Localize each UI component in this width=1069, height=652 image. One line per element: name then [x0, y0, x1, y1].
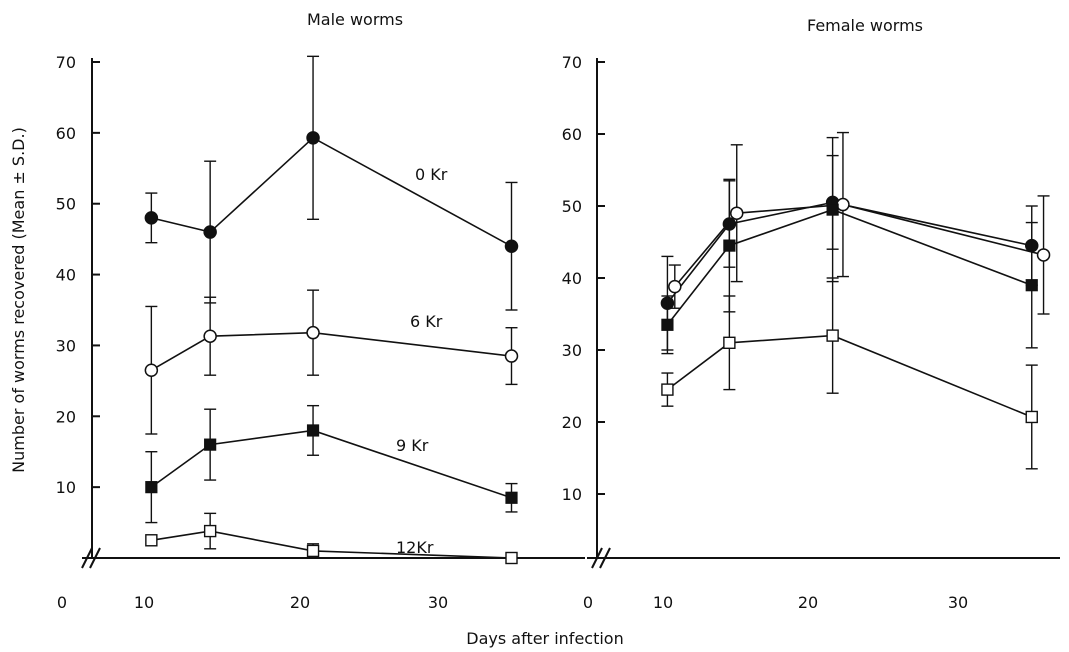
series-label: 12Kr: [396, 538, 434, 557]
series-label: 9 Kr: [396, 436, 429, 455]
series-line: [666, 208, 1033, 326]
data-point: [668, 279, 682, 294]
x-tick-label: 20: [290, 593, 310, 612]
y-tick-label: 10: [56, 478, 76, 497]
x-tick-label: 20: [798, 593, 818, 612]
data-point: [723, 336, 736, 349]
panel-title-male: Male worms: [307, 10, 403, 29]
y-tick-label: 70: [56, 53, 76, 72]
axis-break-mark: [599, 547, 611, 569]
y-tick-label: 30: [562, 341, 582, 360]
data-point: [203, 524, 217, 538]
data-point: [145, 534, 158, 547]
series-line: [151, 136, 512, 247]
data-point: [144, 363, 159, 377]
series-2: [661, 136, 1038, 355]
series-2: 9 Kr: [145, 404, 518, 524]
panel-title-female: Female worms: [807, 16, 923, 35]
series-1: [668, 131, 1051, 315]
series-0: [660, 154, 1039, 351]
y-tick-label: 30: [56, 336, 76, 355]
series-line: [666, 334, 1033, 418]
x-tick-label: 10: [653, 593, 673, 612]
x-tick-label: 30: [948, 593, 968, 612]
data-point: [203, 329, 217, 343]
data-point: [306, 424, 320, 437]
axis-break-mark: [591, 547, 603, 569]
data-point: [1025, 279, 1038, 292]
y-tick-label: 70: [562, 53, 582, 72]
y-tick-label: 20: [562, 413, 582, 432]
panel-male: 10 20 30 40 50 60 70 0 10 20 30 0 Kr 6 Kr 9 Kr 12Kr: [56, 53, 585, 612]
axis-break-mark: [81, 547, 93, 569]
y-tick-label: 60: [56, 124, 76, 143]
x-tick-label: 0: [583, 593, 593, 612]
series-3: [661, 277, 1038, 470]
y-tick-label: 20: [56, 407, 76, 426]
data-point: [723, 239, 736, 252]
data-point: [306, 544, 320, 558]
series-label: 0 Kr: [415, 165, 448, 184]
series-line: [666, 201, 1032, 304]
y-axis-label: Number of worms recovered (Mean ± S.D.): [9, 127, 28, 473]
data-point: [504, 239, 519, 253]
data-point: [505, 491, 518, 504]
data-point: [661, 318, 674, 331]
data-point: [730, 206, 744, 220]
y-tick-label: 10: [562, 485, 582, 504]
data-point: [826, 203, 839, 216]
x-tick-label: 0: [57, 593, 67, 612]
x-tick-label: 30: [428, 593, 448, 612]
data-point: [826, 329, 839, 342]
series-line: [151, 530, 512, 559]
data-point: [836, 197, 850, 212]
y-tick-label: 50: [56, 195, 76, 214]
series-1: 6 Kr: [144, 289, 519, 435]
series-line: [674, 203, 1044, 288]
y-tick-label: 40: [56, 266, 76, 285]
data-point: [505, 551, 518, 565]
series-0: 0 Kr: [144, 55, 519, 311]
data-point: [661, 383, 674, 396]
x-tick-label: 10: [134, 593, 154, 612]
data-point: [1025, 410, 1038, 424]
panel-female: 10 20 30 40 50 60 70 0 10 20 30: [562, 53, 1060, 612]
data-point: [504, 349, 519, 363]
series-line: [150, 331, 512, 371]
series-line: [150, 429, 512, 499]
y-tick-label: 50: [562, 197, 582, 216]
data-point: [145, 481, 158, 494]
data-point: [203, 225, 217, 239]
y-tick-label: 60: [562, 125, 582, 144]
data-point: [204, 438, 217, 451]
series-label: 6 Kr: [410, 312, 443, 331]
chart-panels: 10 20 30 40 50 60 70 0 10 20 30 0 Kr 6 Kr 9 Kr 12Kr 10 2…: [56, 53, 1060, 612]
data-point: [306, 325, 320, 340]
axis-break-mark: [89, 547, 101, 569]
data-point: [1036, 248, 1051, 262]
y-tick-label: 40: [562, 269, 582, 288]
data-point: [144, 211, 159, 225]
x-axis-label: Days after infection: [466, 629, 623, 648]
series-3: 12Kr: [145, 512, 518, 565]
data-point: [306, 131, 320, 145]
